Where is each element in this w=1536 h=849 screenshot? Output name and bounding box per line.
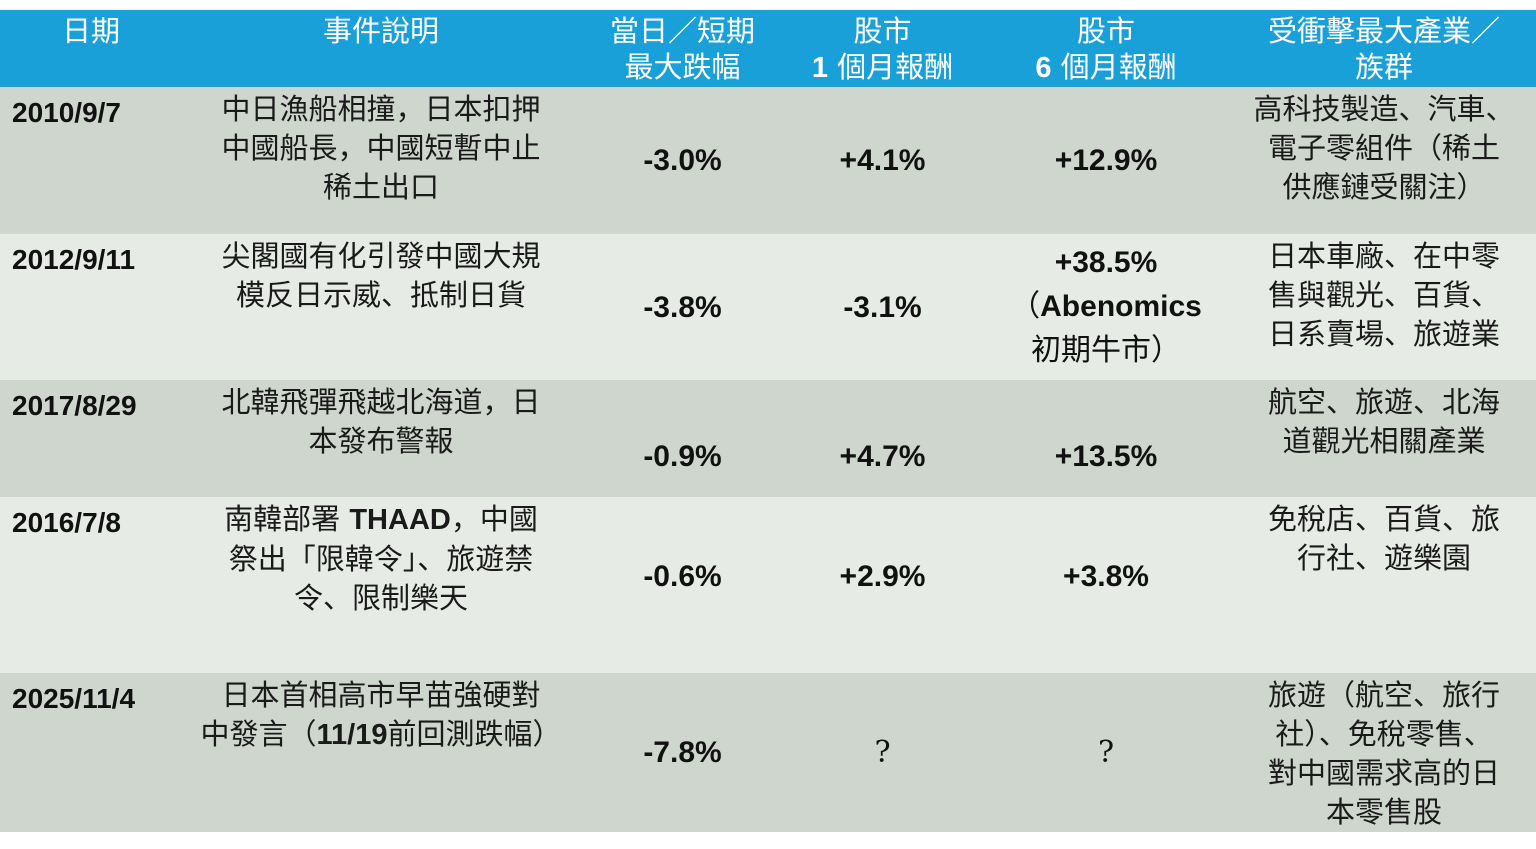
row-event: 日本首相高市早苗強硬對 中發言（11/19前回測跌幅） [200,678,562,751]
row-1m-return: +2.9% [839,560,926,593]
table-row: 2012/9/11 尖閣國有化引發中國大規 模反日示威、抵制日貨 -3.8% -… [0,234,1536,380]
row-event: 尖閣國有化引發中國大規 模反日示威、抵制日貨 [221,239,541,312]
row-date: 2016/7/8 [12,507,121,538]
row-max-drop: -0.9% [643,440,722,473]
table-header: 日期 事件說明 當日／短期 最大跌幅 股市 1 個月報酬 股市 6 個月報酬 受… [0,10,1536,87]
row-max-drop: -0.6% [643,560,722,593]
row-industry: 航空、旅遊、北海 道觀光相關產業 [1267,385,1500,458]
header-1m-return: 股市 1 個月報酬 [811,14,954,84]
row-1m-return: +4.7% [839,440,926,473]
header-industry: 受衝擊最大產業／ 族群 [1267,14,1500,84]
row-6m-return: +3.8% [1063,560,1149,593]
row-6m-value: +38.5% [1054,246,1158,279]
row-max-drop: -3.0% [643,144,722,177]
header-date: 日期 [61,14,120,48]
row-date: 2025/11/4 [12,683,136,714]
row-industry: 日本車廠、在中零 售與觀光、百貨、 日系賣場、旅遊業 [1267,239,1500,351]
header-6m-return: 股市 6 個月報酬 [1035,14,1177,84]
row-event: 南韓部署 THAAD，中國 祭出「限韓令」、旅遊禁 令、限制樂天 [224,502,538,615]
row-1m-return: +4.1% [839,144,926,177]
row-industry: 高科技製造、汽車、 電子零組件（稀土 供應鏈受關注） [1253,92,1515,204]
table-row: 2016/7/8 南韓部署 THAAD，中國 祭出「限韓令」、旅遊禁 令、限制樂… [0,497,1536,673]
header-row: 日期 事件說明 當日／短期 最大跌幅 股市 1 個月報酬 股市 6 個月報酬 受… [0,10,1536,87]
row-1m-return: ? [874,735,891,770]
row-date: 2017/8/29 [12,390,137,421]
header-event: 事件說明 [322,14,439,48]
header-max-drop: 當日／短期 最大跌幅 [609,14,755,84]
row-industry: 旅遊（航空、旅行 社）、免稅零售、 對中國需求高的日 本零售股 [1267,678,1500,829]
row-event: 中日漁船相撞，日本扣押 中國船長，中國短暫中止 稀土出口 [221,92,541,204]
row-industry: 免稅店、百貨、旅 行社、遊樂園 [1267,502,1500,575]
table-row: 2010/9/7 中日漁船相撞，日本扣押 中國船長，中國短暫中止 稀土出口 -3… [0,87,1536,234]
row-date: 2012/9/11 [12,244,136,275]
row-1m-return: -3.1% [843,290,922,324]
events-table: 日期 事件說明 當日／短期 最大跌幅 股市 1 個月報酬 股市 6 個月報酬 受… [0,10,1536,832]
row-6m-return: +12.9% [1054,144,1158,177]
row-event: 北韓飛彈飛越北海道，日 本發布警報 [221,385,541,458]
table-row: 2017/8/29 北韓飛彈飛越北海道，日 本發布警報 -0.9% +4.7% … [0,380,1536,497]
row-max-drop: -3.8% [643,290,722,324]
row-date: 2010/9/7 [12,97,121,128]
table-row: 2025/11/4 日本首相高市早苗強硬對 中發言（11/19前回測跌幅） -7… [0,673,1536,832]
row-6m-return: ? [1097,735,1115,770]
row-6m-return: +38.5% （Abenomics 初期牛市） [980,234,1232,380]
row-max-drop: -7.8% [643,736,722,769]
row-6m-return: +13.5% [1054,440,1158,473]
